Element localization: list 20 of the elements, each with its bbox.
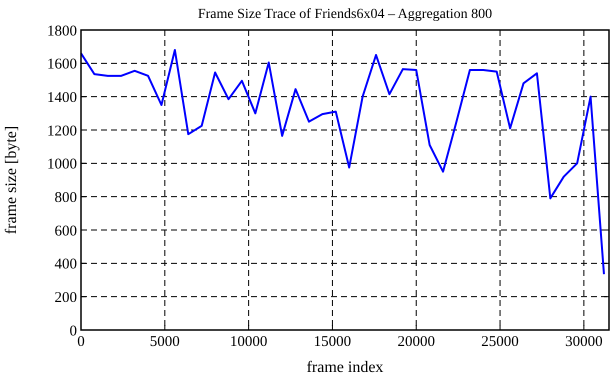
x-axis-title: frame index <box>306 359 384 376</box>
x-tick-label: 10000 <box>230 334 268 350</box>
y-tick-label: 1400 <box>47 90 77 106</box>
x-tick-label: 15000 <box>314 334 352 350</box>
line-series <box>80 49 605 276</box>
y-tick-label: 800 <box>54 190 77 206</box>
y-tick-label: 400 <box>54 256 77 273</box>
x-tick-label: 25000 <box>481 334 519 350</box>
x-tick-label: 5000 <box>150 334 180 350</box>
x-tick-label: 20000 <box>397 334 435 350</box>
y-axis-title: frame size [byte] <box>3 126 20 234</box>
chart-title: Frame Size Trace of Friends6x04 – Aggregation 800 <box>198 7 492 22</box>
y-tick-label: 200 <box>54 290 77 306</box>
x-tick-label: 30000 <box>565 334 603 350</box>
y-tick-label: 1800 <box>47 23 77 40</box>
y-tick-label: 1200 <box>47 123 77 140</box>
y-tick-label: 1600 <box>47 56 77 73</box>
y-tick-label: 0 <box>70 323 77 340</box>
y-tick-label: 600 <box>54 223 77 240</box>
y-tick-label: 1000 <box>47 156 77 173</box>
